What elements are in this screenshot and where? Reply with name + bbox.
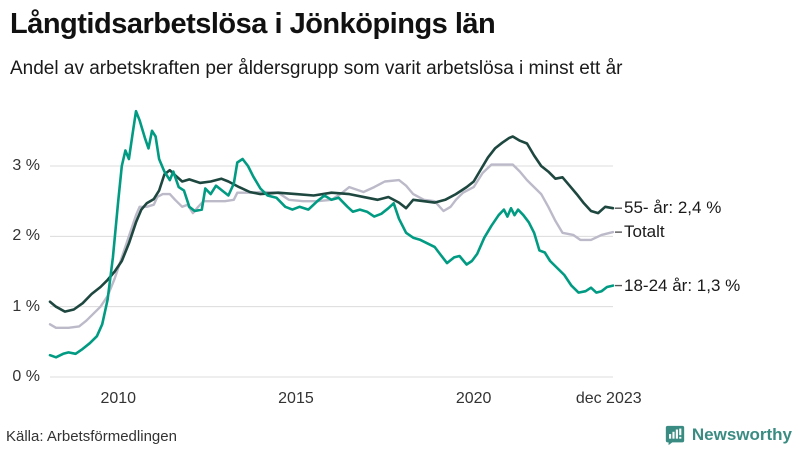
series-line-55-r	[48, 135, 615, 313]
y-axis-tick-label: 0 %	[12, 368, 40, 385]
y-axis-tick-label: 1 %	[12, 297, 40, 315]
bar-chart-bubble-icon	[665, 425, 685, 446]
series-line-Totalt	[48, 163, 615, 329]
newsworthy-logo: Newsworthy	[664, 424, 792, 446]
series-line-18-24-r	[48, 109, 615, 359]
y-axis-tick-label: 2 %	[12, 227, 40, 245]
series-end-label-55-r: 55- år: 2,4 %	[624, 198, 722, 218]
x-axis-tick-label: dec 2023	[575, 390, 642, 407]
series-end-label-Totalt: Totalt	[624, 222, 665, 242]
x-axis-tick-label: 2020	[455, 390, 492, 407]
series-end-label-18-24-r: 18-24 år: 1,3 %	[624, 275, 741, 295]
page-title: Långtidsarbetslösa i Jönköpings län	[10, 8, 496, 40]
brand-name: Newsworthy	[691, 425, 792, 444]
x-axis-tick-label: 2010	[100, 390, 137, 407]
x-axis-tick-label: 2015	[278, 390, 314, 407]
page-subtitle: Andel av arbetskraften per åldersgrupp s…	[10, 58, 623, 79]
source-note: Källa: Arbetsförmedlingen	[6, 428, 177, 445]
y-axis-tick-label: 3 %	[12, 157, 40, 174]
